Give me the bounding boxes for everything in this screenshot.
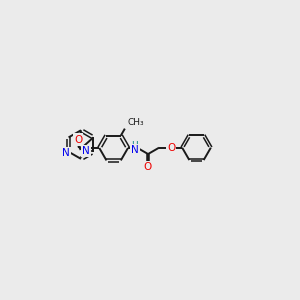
Text: N: N [82,146,90,156]
Text: N: N [131,145,139,155]
Text: CH₃: CH₃ [127,118,144,127]
Text: O: O [167,143,175,153]
Text: H: H [132,141,138,150]
Text: O: O [143,162,152,172]
Text: O: O [74,135,82,145]
Text: N: N [62,148,70,158]
